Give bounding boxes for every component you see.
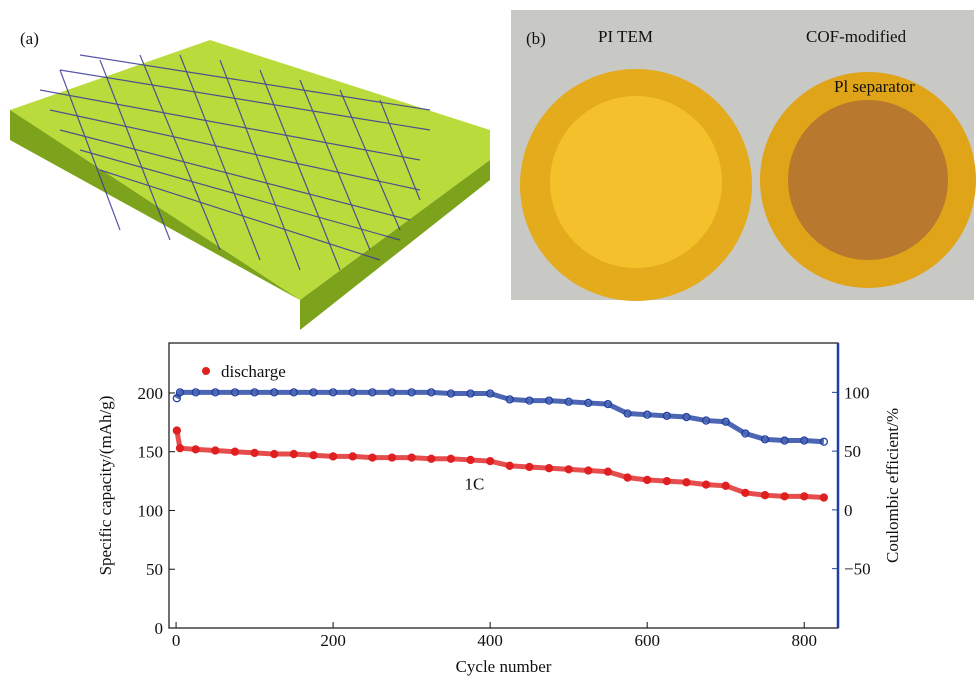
photo-label: Pl separator xyxy=(834,77,915,96)
series-band xyxy=(177,392,824,441)
data-point xyxy=(487,458,494,465)
y-tick-label: 200 xyxy=(138,384,164,403)
data-point xyxy=(176,445,183,452)
data-point xyxy=(565,466,572,473)
data-point xyxy=(173,427,180,434)
data-point xyxy=(546,465,553,472)
y2-tick-label: 50 xyxy=(844,442,861,461)
figure: (a) (b) PI TEM COF-modified Pl separator… xyxy=(0,0,977,682)
panel-label: (b) xyxy=(526,29,546,48)
legend-marker xyxy=(202,367,210,375)
photo-label: COF-modified xyxy=(806,27,907,46)
data-point xyxy=(408,454,415,461)
data-point xyxy=(231,448,238,455)
data-point xyxy=(683,479,690,486)
x-tick-label: 800 xyxy=(791,631,817,650)
data-point xyxy=(781,493,788,500)
data-point xyxy=(820,494,827,501)
data-point xyxy=(330,453,337,460)
membrane-inner xyxy=(788,100,948,260)
data-point xyxy=(271,451,278,458)
data-point xyxy=(722,482,729,489)
panel-a: (a) xyxy=(10,29,490,330)
data-point xyxy=(624,474,631,481)
legend-label: discharge xyxy=(221,362,286,381)
x-tick-label: 0 xyxy=(172,631,181,650)
data-point xyxy=(801,493,808,500)
data-point xyxy=(389,454,396,461)
data-point xyxy=(447,455,454,462)
data-point xyxy=(506,462,513,469)
plot-frame xyxy=(169,343,838,628)
annotation: 1C xyxy=(465,474,485,493)
membrane-inner xyxy=(550,96,722,268)
y-tick-label: 150 xyxy=(138,443,164,462)
data-point xyxy=(290,451,297,458)
x-tick-label: 200 xyxy=(320,631,346,650)
y-axis-label: Specific capacity/(mAh/g) xyxy=(96,396,115,576)
data-point xyxy=(251,449,258,456)
x-axis-label: Cycle number xyxy=(456,657,552,676)
y2-tick-label: 100 xyxy=(844,383,870,402)
data-point xyxy=(526,463,533,470)
data-point xyxy=(585,467,592,474)
data-point xyxy=(467,456,474,463)
data-point xyxy=(761,492,768,499)
data-point xyxy=(663,478,670,485)
chart: 0 200 400 600 800 0 50 100 150 200 −50 0 50 100 Cycle … xyxy=(96,343,902,676)
x-tick-label: 400 xyxy=(477,631,503,650)
data-point xyxy=(604,468,611,475)
panel-b: (b) PI TEM COF-modified Pl separator xyxy=(511,10,976,301)
y-tick-label: 0 xyxy=(155,619,164,638)
x-tick-label: 600 xyxy=(634,631,660,650)
data-point xyxy=(644,476,651,483)
data-point xyxy=(369,454,376,461)
y2-axis-label: Coulombic efficient/% xyxy=(883,408,902,563)
data-point xyxy=(742,489,749,496)
photo-label: PI TEM xyxy=(598,27,653,46)
page: (a) (b) PI TEM COF-modified Pl separator… xyxy=(0,0,977,682)
y2-tick-label: 0 xyxy=(844,501,853,520)
data-point xyxy=(428,455,435,462)
data-point xyxy=(310,452,317,459)
data-point xyxy=(703,481,710,488)
y2-tick-label: −50 xyxy=(844,560,871,579)
y-tick-label: 100 xyxy=(138,501,164,520)
y-tick-label: 50 xyxy=(146,560,163,579)
data-point xyxy=(212,447,219,454)
data-point xyxy=(349,453,356,460)
data-point xyxy=(192,446,199,453)
panel-label: (a) xyxy=(20,29,39,48)
